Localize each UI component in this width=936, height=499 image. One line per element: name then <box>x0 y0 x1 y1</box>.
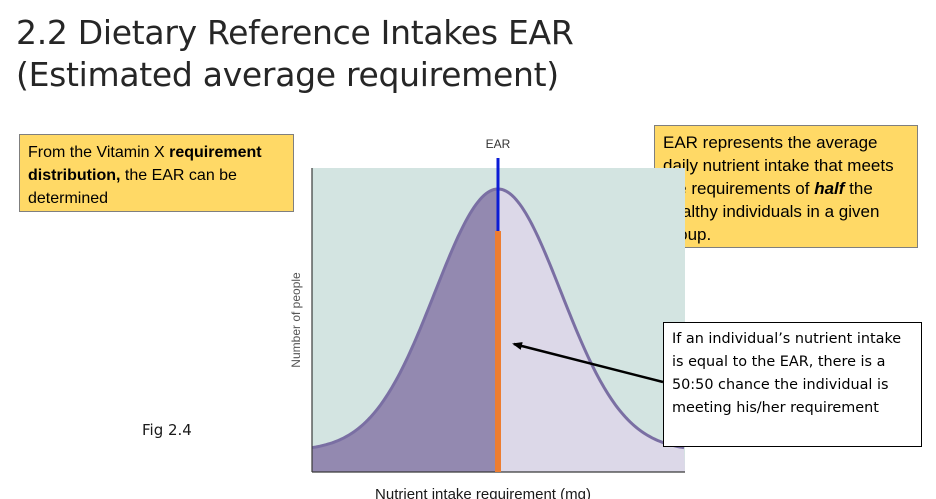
above-ear-area <box>498 189 685 472</box>
pointer-arrow <box>512 342 664 384</box>
ear-marker-label: EAR <box>486 137 511 151</box>
callout-right-text-1: EAR represents the average daily nutrien… <box>663 133 894 198</box>
callout-right-emphasis: half <box>814 179 845 198</box>
x-axis-label: Nutrient intake requirement (mg) <box>375 486 591 499</box>
slide-title: 2.2 Dietary Reference Intakes EAR (Estim… <box>16 12 574 96</box>
below-ear-area <box>312 189 498 472</box>
title-line-1: 2.2 Dietary Reference Intakes EAR <box>16 13 574 52</box>
title-line-2: (Estimated average requirement) <box>16 55 559 94</box>
fifty-fifty-note: If an individual’s nutrient intake is eq… <box>663 322 922 447</box>
requirement-distribution-callout: From the Vitamin X requirement distribut… <box>19 134 294 212</box>
figure-label: Fig 2.4 <box>142 421 192 439</box>
callout-left-text-2: the EAR can be determined <box>28 167 237 207</box>
y-axis-label: Number of people <box>289 272 303 368</box>
callout-left-bold: requirement distribution, <box>28 144 262 184</box>
callout-left-text-1: From the Vitamin X <box>28 144 170 161</box>
